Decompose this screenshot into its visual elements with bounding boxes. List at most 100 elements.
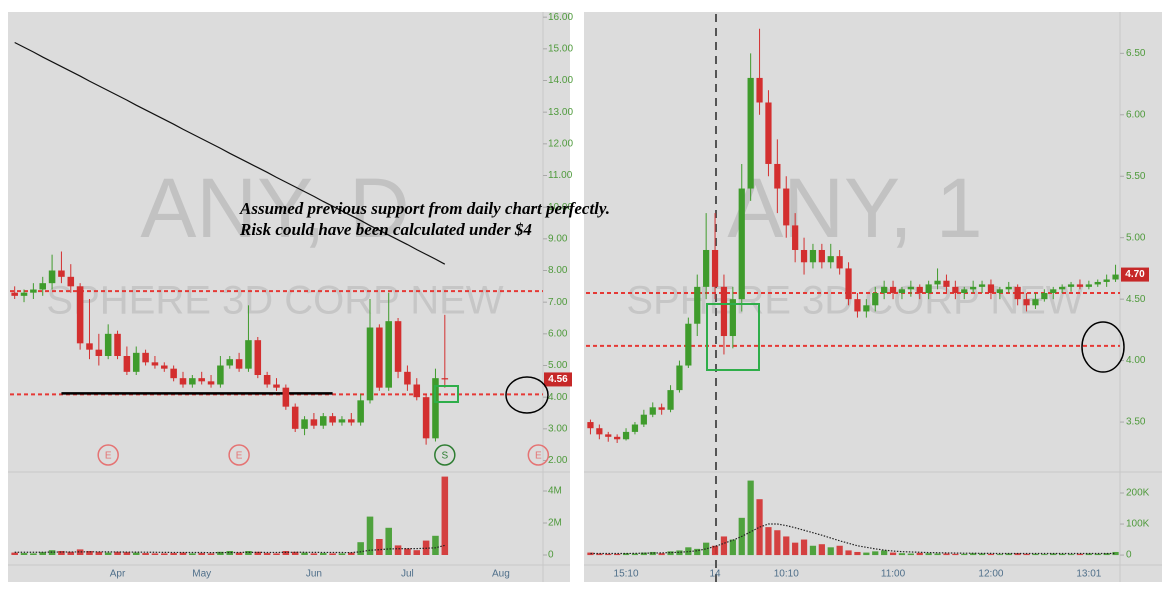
candle-body: [747, 77, 754, 189]
volume-bar: [39, 552, 47, 555]
event-marker: [228, 444, 250, 466]
event-label: E: [535, 451, 542, 462]
volume-bar: [11, 552, 18, 555]
last-price-label: 4.70: [1125, 269, 1145, 280]
volume-bar: [596, 553, 603, 556]
volume-bar: [996, 554, 1003, 556]
event-label: E: [105, 451, 112, 462]
y-tick-label: 12.00: [548, 138, 573, 149]
watermark: ANY, 1: [727, 161, 982, 255]
highlight-box: [434, 385, 459, 403]
volume-bar: [67, 551, 75, 555]
volume-bar: [123, 552, 131, 555]
candle-body: [961, 289, 968, 294]
volume-bar: [263, 553, 271, 555]
x-tick-label: Apr: [110, 569, 126, 580]
candle-body: [818, 249, 825, 263]
volume-bar: [622, 553, 630, 556]
event-label: E: [236, 451, 243, 462]
volume-bar: [729, 539, 736, 556]
watermark-subtitle: SPHERE 3D CORP NEW: [46, 279, 503, 323]
volume-bar: [854, 551, 861, 556]
x-tick-label: 11:00: [881, 569, 906, 580]
candle-body: [329, 416, 336, 423]
candle-body: [310, 419, 318, 426]
volume-bar: [1085, 553, 1092, 556]
last-price-box: [544, 372, 572, 387]
candle-body: [394, 321, 402, 372]
candle-body: [20, 292, 28, 296]
candle-body: [792, 225, 799, 250]
x-tick-label: 14: [709, 569, 721, 580]
highlight-box: [706, 303, 760, 371]
candle-body: [1050, 289, 1057, 294]
y-tick-label: 3.00: [548, 423, 568, 434]
volume-bar: [916, 552, 923, 556]
candle-body: [658, 407, 665, 410]
candle-body: [898, 289, 906, 294]
volume-bar: [1103, 553, 1110, 556]
candle-body: [348, 419, 355, 423]
volume-tick-label: 2M: [548, 518, 562, 529]
x-tick-label: Jun: [306, 569, 322, 580]
candle-body: [738, 188, 745, 300]
volume-bar: [366, 516, 374, 555]
volume-bar: [76, 549, 84, 555]
volume-bar: [273, 553, 280, 555]
volume-bar: [694, 548, 701, 556]
candle-body: [95, 349, 103, 356]
volume-bar: [1076, 553, 1084, 556]
volume-bar: [291, 551, 299, 555]
candle-body: [179, 378, 187, 385]
volume-bar: [385, 527, 392, 555]
event-marker: [97, 444, 119, 466]
candle-body: [694, 286, 701, 324]
volume-bar: [774, 530, 781, 556]
candle-body: [245, 340, 252, 369]
volume-bar: [338, 553, 346, 555]
annotation: Risk could have been calculated under $4: [239, 220, 532, 239]
left-panel: [8, 12, 570, 582]
y-tick-label: 4.00: [548, 392, 568, 403]
y-tick-label: 6.00: [548, 328, 568, 339]
volume-bar: [667, 551, 674, 556]
y-tick-label: 8.00: [548, 265, 568, 276]
candle-body: [67, 276, 75, 287]
candle-body: [845, 268, 852, 300]
candle-body: [916, 286, 923, 294]
candle-body: [1067, 284, 1075, 287]
candle-body: [170, 368, 177, 379]
volume-bar: [95, 551, 103, 555]
volume-bar: [747, 480, 754, 556]
volume-bar: [658, 553, 665, 556]
volume-bar: [1094, 553, 1101, 556]
candle-body: [756, 77, 763, 103]
candle-body: [952, 286, 959, 294]
volume-bar: [86, 551, 93, 555]
candle-body: [667, 390, 674, 410]
candle-body: [827, 256, 834, 263]
candle-body: [774, 163, 781, 189]
volume-bar: [863, 552, 870, 556]
candle-body: [1032, 299, 1039, 306]
candle-body: [263, 375, 271, 385]
volume-bar: [217, 551, 224, 555]
volume-bar: [310, 553, 318, 555]
volume-bar: [142, 553, 149, 555]
volume-bar: [792, 542, 799, 556]
candle-body: [404, 371, 411, 385]
volume-bar: [703, 542, 710, 556]
volume-bar: [765, 527, 772, 556]
candle-body: [357, 400, 364, 423]
volume-bar: [441, 476, 449, 555]
volume-bar: [881, 550, 888, 556]
candle-body: [1005, 286, 1012, 290]
candle-body: [301, 419, 308, 429]
volume-bar: [898, 553, 906, 556]
y-tick-label: 5.50: [1126, 171, 1146, 182]
volume-bar: [872, 551, 879, 556]
candle-body: [711, 249, 719, 287]
volume-tick-label: 200K: [1126, 488, 1150, 499]
y-tick-label: 13.00: [548, 107, 573, 118]
